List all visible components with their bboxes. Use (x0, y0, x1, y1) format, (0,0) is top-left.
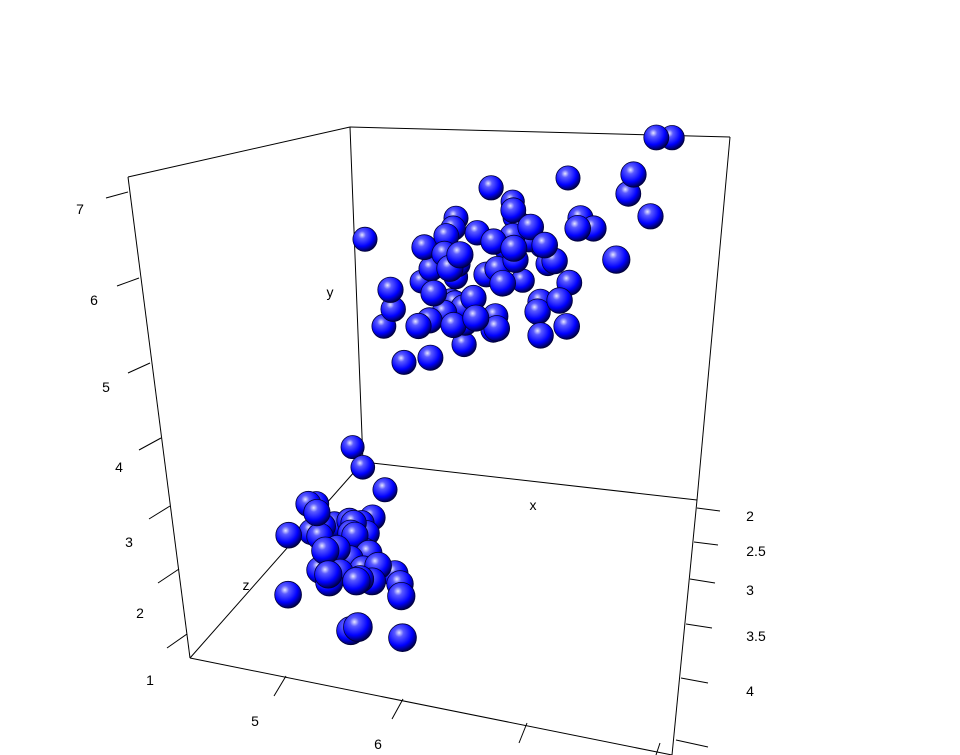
data-point-sphere (342, 567, 371, 596)
y-tick (138, 437, 162, 451)
y-tick (157, 568, 180, 584)
data-point-sphere (637, 203, 664, 230)
z-tick-label: 3.5 (746, 628, 766, 644)
y-axis-title: y (327, 284, 334, 300)
data-point-sphere (462, 304, 490, 332)
z-axis-title: z (243, 577, 250, 593)
y-axis: 7 6 5 4 3 2 1 y (76, 191, 334, 688)
y-tick-label: 1 (146, 672, 154, 688)
x-tick (273, 675, 287, 697)
y-axis-line (127, 176, 191, 659)
data-point-sphere (417, 344, 444, 371)
x-tick-label: 5 (251, 713, 259, 729)
z-tick-label: 3 (746, 582, 754, 598)
y-tick-label: 3 (125, 534, 133, 550)
z-tick-label: 4 (746, 683, 754, 699)
x-axis-line (189, 657, 673, 755)
box-edge-right-vertical (696, 136, 731, 501)
data-point-sphere (340, 435, 365, 460)
y-tick-label: 2 (136, 605, 144, 621)
data-point-sphere (350, 454, 376, 480)
y-tick-label: 6 (90, 292, 98, 308)
x-tick (518, 722, 528, 744)
data-point-sphere (620, 161, 647, 188)
data-point-sphere (314, 560, 343, 589)
x-tick (655, 742, 661, 755)
box-edge-back-top (127, 126, 351, 178)
data-point-sphere (275, 521, 303, 549)
data-point-sphere (564, 215, 591, 242)
z-tick (680, 677, 709, 684)
box-edge-back-vertical (349, 126, 364, 463)
z-tick (696, 507, 721, 512)
bounding-box (127, 126, 731, 755)
y-tick (127, 362, 151, 374)
y-tick-label: 4 (115, 459, 123, 475)
box-edge-right-bottom (671, 499, 698, 755)
data-point-sphere (405, 312, 432, 340)
x-axis: 5 6 x (251, 497, 661, 755)
data-point-sphere (420, 279, 448, 307)
data-point-sphere (546, 287, 573, 314)
data-point-sphere (274, 580, 302, 609)
data-point-sphere (500, 197, 527, 224)
data-point-sphere (527, 322, 554, 349)
data-point-sphere (303, 498, 331, 527)
box-edge-back-bottom (362, 461, 698, 501)
data-points (274, 124, 685, 652)
x-tick (391, 698, 404, 720)
y-tick (105, 191, 129, 199)
z-tick (689, 578, 716, 584)
data-point-sphere (311, 536, 340, 565)
data-point-sphere (391, 349, 417, 375)
data-point-sphere (500, 234, 528, 262)
y-tick-label: 7 (76, 201, 84, 217)
x-tick-label: 6 (374, 736, 382, 752)
z-tick (693, 541, 719, 546)
data-point-sphere (643, 124, 670, 151)
z-tick (685, 623, 713, 629)
data-point-sphere (489, 269, 517, 297)
data-point-sphere (478, 175, 504, 201)
y-tick-label: 5 (102, 379, 110, 395)
z-axis: 2 2.5 3 3.5 4 z (243, 507, 766, 748)
y-tick (166, 633, 188, 649)
data-point-sphere (440, 311, 467, 339)
x-axis-title: x (530, 497, 537, 513)
y-tick (148, 505, 171, 520)
data-point-sphere (343, 612, 373, 642)
data-point-sphere (372, 477, 398, 503)
z-tick (675, 739, 709, 748)
data-point-sphere (517, 213, 544, 241)
z-tick-label: 2 (746, 508, 754, 524)
data-point-sphere (524, 298, 551, 325)
data-point-sphere (387, 581, 416, 611)
data-point-sphere (602, 245, 631, 274)
z-tick-label: 2.5 (746, 543, 766, 559)
data-point-sphere (377, 276, 404, 303)
data-point-sphere (553, 313, 580, 340)
box-edge-left-bottom (189, 461, 364, 659)
data-point-sphere (555, 165, 581, 191)
y-tick (116, 277, 140, 287)
data-point-sphere (446, 241, 474, 269)
data-point-sphere (388, 623, 417, 652)
data-point-sphere (531, 231, 558, 259)
data-point-sphere (352, 226, 378, 252)
